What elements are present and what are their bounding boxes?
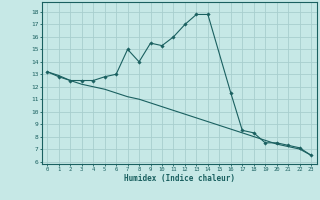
X-axis label: Humidex (Indice chaleur): Humidex (Indice chaleur) (124, 174, 235, 183)
